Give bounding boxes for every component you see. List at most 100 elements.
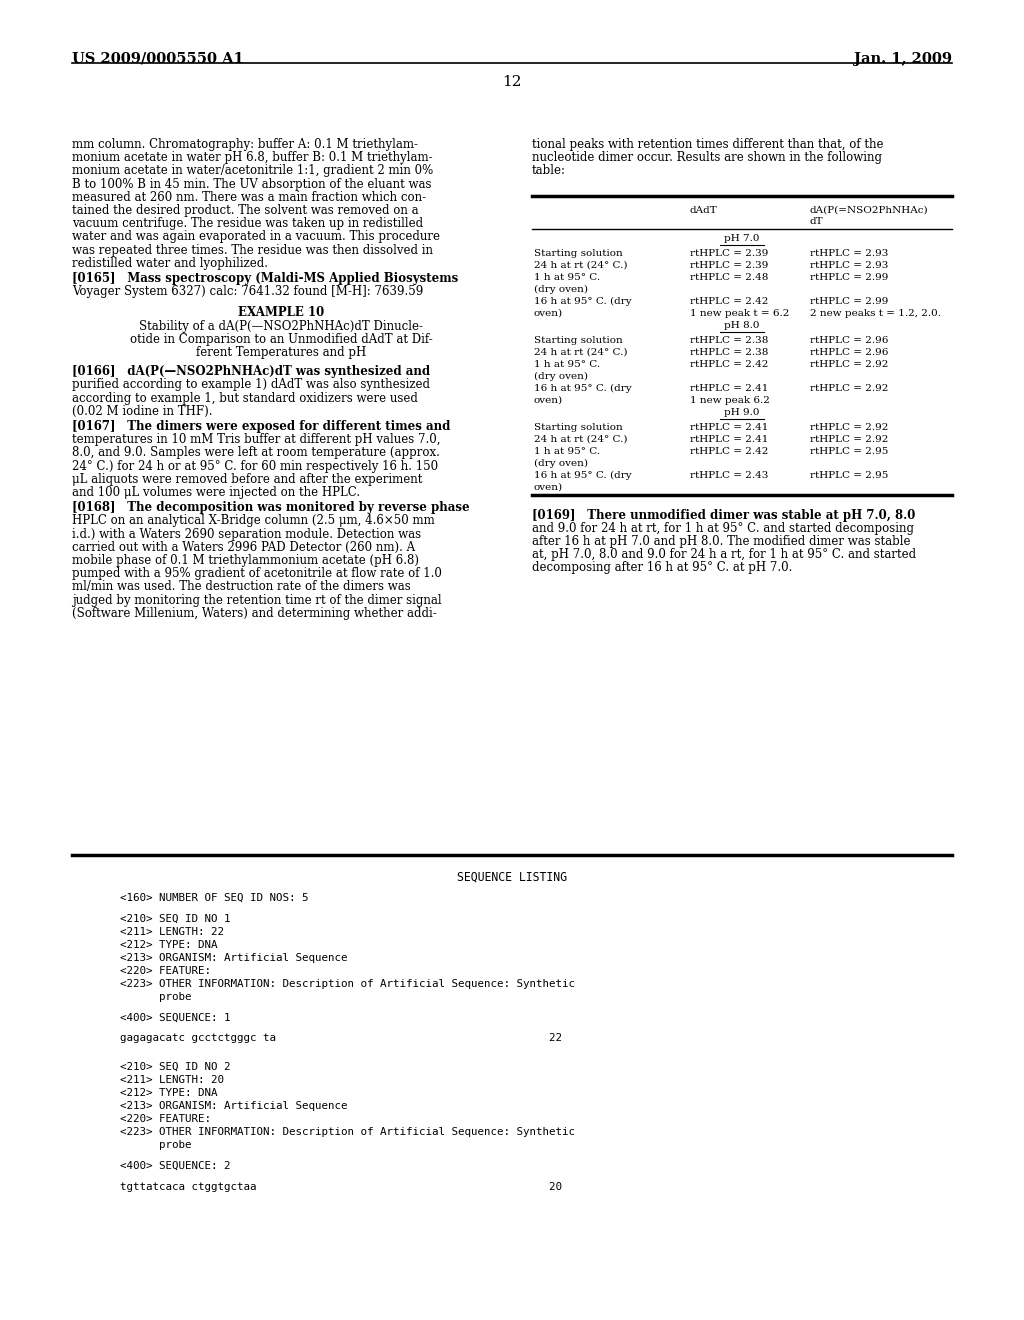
Text: rtHPLC = 2.39: rtHPLC = 2.39	[690, 248, 768, 257]
Text: rtHPLC = 2.93: rtHPLC = 2.93	[810, 260, 889, 269]
Text: monium acetate in water pH 6.8, buffer B: 0.1 M triethylam-: monium acetate in water pH 6.8, buffer B…	[72, 152, 432, 164]
Text: 24° C.) for 24 h or at 95° C. for 60 min respectively 16 h. 150: 24° C.) for 24 h or at 95° C. for 60 min…	[72, 459, 438, 473]
Text: rtHPLC = 2.92: rtHPLC = 2.92	[810, 422, 889, 432]
Text: 2 new peaks t = 1.2, 2.0.: 2 new peaks t = 1.2, 2.0.	[810, 309, 941, 318]
Text: 1 new peak 6.2: 1 new peak 6.2	[690, 396, 770, 405]
Text: (0.02 M iodine in THF).: (0.02 M iodine in THF).	[72, 405, 213, 418]
Text: gagagacatc gcctctgggc ta                                          22: gagagacatc gcctctgggc ta 22	[120, 1034, 562, 1043]
Text: judged by monitoring the retention time rt of the dimer signal: judged by monitoring the retention time …	[72, 594, 441, 607]
Text: [0168] The decomposition was monitored by reverse phase: [0168] The decomposition was monitored b…	[72, 502, 470, 515]
Text: vacuum centrifuge. The residue was taken up in redistilled: vacuum centrifuge. The residue was taken…	[72, 218, 423, 230]
Text: i.d.) with a Waters 2690 separation module. Detection was: i.d.) with a Waters 2690 separation modu…	[72, 528, 421, 541]
Text: rtHPLC = 2.95: rtHPLC = 2.95	[810, 471, 889, 479]
Text: μL aliquots were removed before and after the experiment: μL aliquots were removed before and afte…	[72, 473, 422, 486]
Text: <223> OTHER INFORMATION: Description of Artificial Sequence: Synthetic: <223> OTHER INFORMATION: Description of …	[120, 1127, 575, 1137]
Text: purified according to example 1) dAdT was also synthesized: purified according to example 1) dAdT wa…	[72, 379, 430, 392]
Text: was repeated three times. The residue was then dissolved in: was repeated three times. The residue wa…	[72, 244, 433, 256]
Text: Starting solution: Starting solution	[534, 335, 623, 345]
Text: pH 7.0: pH 7.0	[724, 234, 760, 243]
Text: probe: probe	[120, 991, 191, 1002]
Text: and 9.0 for 24 h at rt, for 1 h at 95° C. and started decomposing: and 9.0 for 24 h at rt, for 1 h at 95° C…	[532, 521, 914, 535]
Text: rtHPLC = 2.43: rtHPLC = 2.43	[690, 471, 768, 479]
Text: 16 h at 95° C. (dry: 16 h at 95° C. (dry	[534, 471, 632, 479]
Text: oven): oven)	[534, 309, 563, 318]
Text: 8.0, and 9.0. Samples were left at room temperature (approx.: 8.0, and 9.0. Samples were left at room …	[72, 446, 440, 459]
Text: pH 9.0: pH 9.0	[724, 408, 760, 417]
Text: Starting solution: Starting solution	[534, 422, 623, 432]
Text: EXAMPLE 10: EXAMPLE 10	[238, 306, 325, 319]
Text: rtHPLC = 2.42: rtHPLC = 2.42	[690, 297, 768, 306]
Text: (dry oven): (dry oven)	[534, 458, 588, 467]
Text: rtHPLC = 2.48: rtHPLC = 2.48	[690, 273, 768, 281]
Text: 16 h at 95° C. (dry: 16 h at 95° C. (dry	[534, 384, 632, 393]
Text: mm column. Chromatography: buffer A: 0.1 M triethylam-: mm column. Chromatography: buffer A: 0.1…	[72, 139, 418, 150]
Text: rtHPLC = 2.39: rtHPLC = 2.39	[690, 260, 768, 269]
Text: redistilled water and lyophilized.: redistilled water and lyophilized.	[72, 257, 268, 269]
Text: <213> ORGANISM: Artificial Sequence: <213> ORGANISM: Artificial Sequence	[120, 953, 347, 962]
Text: Stability of a dA(P(—NSO2PhNHAc)dT Dinucle-: Stability of a dA(P(—NSO2PhNHAc)dT Dinuc…	[139, 319, 423, 333]
Text: [0167] The dimers were exposed for different times and: [0167] The dimers were exposed for diffe…	[72, 420, 451, 433]
Text: oven): oven)	[534, 483, 563, 491]
Text: 24 h at rt (24° C.): 24 h at rt (24° C.)	[534, 260, 628, 269]
Text: ml/min was used. The destruction rate of the dimers was: ml/min was used. The destruction rate of…	[72, 581, 411, 594]
Text: decomposing after 16 h at 95° C. at pH 7.0.: decomposing after 16 h at 95° C. at pH 7…	[532, 561, 793, 574]
Text: rtHPLC = 2.99: rtHPLC = 2.99	[810, 273, 889, 281]
Text: <211> LENGTH: 22: <211> LENGTH: 22	[120, 927, 224, 937]
Text: rtHPLC = 2.42: rtHPLC = 2.42	[690, 446, 768, 455]
Text: tgttatcaca ctggtgctaa                                             20: tgttatcaca ctggtgctaa 20	[120, 1181, 562, 1192]
Text: otide in Comparison to an Unmodified dAdT at Dif-: otide in Comparison to an Unmodified dAd…	[130, 333, 432, 346]
Text: 12: 12	[502, 75, 522, 88]
Text: after 16 h at pH 7.0 and pH 8.0. The modified dimer was stable: after 16 h at pH 7.0 and pH 8.0. The mod…	[532, 535, 910, 548]
Text: probe: probe	[120, 1140, 191, 1150]
Text: rtHPLC = 2.42: rtHPLC = 2.42	[690, 359, 768, 368]
Text: rtHPLC = 2.38: rtHPLC = 2.38	[690, 347, 768, 356]
Text: <400> SEQUENCE: 2: <400> SEQUENCE: 2	[120, 1160, 230, 1171]
Text: rtHPLC = 2.92: rtHPLC = 2.92	[810, 434, 889, 444]
Text: B to 100% B in 45 min. The UV absorption of the eluant was: B to 100% B in 45 min. The UV absorption…	[72, 178, 431, 190]
Text: 24 h at rt (24° C.): 24 h at rt (24° C.)	[534, 347, 628, 356]
Text: [0165] Mass spectroscopy (Maldi-MS Applied Biosystems: [0165] Mass spectroscopy (Maldi-MS Appli…	[72, 272, 459, 285]
Text: table:: table:	[532, 165, 566, 177]
Text: rtHPLC = 2.96: rtHPLC = 2.96	[810, 335, 889, 345]
Text: <223> OTHER INFORMATION: Description of Artificial Sequence: Synthetic: <223> OTHER INFORMATION: Description of …	[120, 979, 575, 989]
Text: <210> SEQ ID NO 1: <210> SEQ ID NO 1	[120, 913, 230, 924]
Text: temperatures in 10 mM Tris buffer at different pH values 7.0,: temperatures in 10 mM Tris buffer at dif…	[72, 433, 440, 446]
Text: rtHPLC = 2.96: rtHPLC = 2.96	[810, 347, 889, 356]
Text: 1 h at 95° C.: 1 h at 95° C.	[534, 359, 600, 368]
Text: <400> SEQUENCE: 1: <400> SEQUENCE: 1	[120, 1012, 230, 1023]
Text: pH 8.0: pH 8.0	[724, 321, 760, 330]
Text: (Software Millenium, Waters) and determining whether addi-: (Software Millenium, Waters) and determi…	[72, 607, 437, 620]
Text: water and was again evaporated in a vacuum. This procedure: water and was again evaporated in a vacu…	[72, 231, 440, 243]
Text: tained the desired product. The solvent was removed on a: tained the desired product. The solvent …	[72, 205, 419, 216]
Text: 1 new peak t = 6.2: 1 new peak t = 6.2	[690, 309, 790, 318]
Text: <212> TYPE: DNA: <212> TYPE: DNA	[120, 940, 217, 950]
Text: <160> NUMBER OF SEQ ID NOS: 5: <160> NUMBER OF SEQ ID NOS: 5	[120, 894, 308, 903]
Text: rtHPLC = 2.92: rtHPLC = 2.92	[810, 384, 889, 392]
Text: rtHPLC = 2.38: rtHPLC = 2.38	[690, 335, 768, 345]
Text: rtHPLC = 2.99: rtHPLC = 2.99	[810, 297, 889, 306]
Text: nucleotide dimer occur. Results are shown in the following: nucleotide dimer occur. Results are show…	[532, 152, 882, 164]
Text: 1 h at 95° C.: 1 h at 95° C.	[534, 273, 600, 281]
Text: dA(P(=NSO2PhNHAc): dA(P(=NSO2PhNHAc)	[810, 206, 929, 215]
Text: 24 h at rt (24° C.): 24 h at rt (24° C.)	[534, 434, 628, 444]
Text: according to example 1, but standard oxidizers were used: according to example 1, but standard oxi…	[72, 392, 418, 405]
Text: pumped with a 95% gradient of acetonitrile at flow rate of 1.0: pumped with a 95% gradient of acetonitri…	[72, 568, 442, 581]
Text: rtHPLC = 2.41: rtHPLC = 2.41	[690, 422, 768, 432]
Text: and 100 μL volumes were injected on the HPLC.: and 100 μL volumes were injected on the …	[72, 486, 360, 499]
Text: 16 h at 95° C. (dry: 16 h at 95° C. (dry	[534, 297, 632, 306]
Text: <220> FEATURE:: <220> FEATURE:	[120, 1114, 211, 1125]
Text: mobile phase of 0.1 M triethylammonium acetate (pH 6.8): mobile phase of 0.1 M triethylammonium a…	[72, 554, 419, 568]
Text: Voyager System 6327) calc: 7641.32 found [M-H]: 7639.59: Voyager System 6327) calc: 7641.32 found…	[72, 285, 423, 298]
Text: rtHPLC = 2.93: rtHPLC = 2.93	[810, 248, 889, 257]
Text: Jan. 1, 2009: Jan. 1, 2009	[854, 51, 952, 66]
Text: dT: dT	[810, 216, 823, 226]
Text: <210> SEQ ID NO 2: <210> SEQ ID NO 2	[120, 1063, 230, 1072]
Text: US 2009/0005550 A1: US 2009/0005550 A1	[72, 51, 244, 66]
Text: <213> ORGANISM: Artificial Sequence: <213> ORGANISM: Artificial Sequence	[120, 1101, 347, 1111]
Text: rtHPLC = 2.95: rtHPLC = 2.95	[810, 446, 889, 455]
Text: rtHPLC = 2.92: rtHPLC = 2.92	[810, 359, 889, 368]
Text: measured at 260 nm. There was a main fraction which con-: measured at 260 nm. There was a main fra…	[72, 191, 426, 203]
Text: dAdT: dAdT	[690, 206, 718, 215]
Text: <220> FEATURE:: <220> FEATURE:	[120, 966, 211, 975]
Text: [0169] There unmodified dimer was stable at pH 7.0, 8.0: [0169] There unmodified dimer was stable…	[532, 508, 915, 521]
